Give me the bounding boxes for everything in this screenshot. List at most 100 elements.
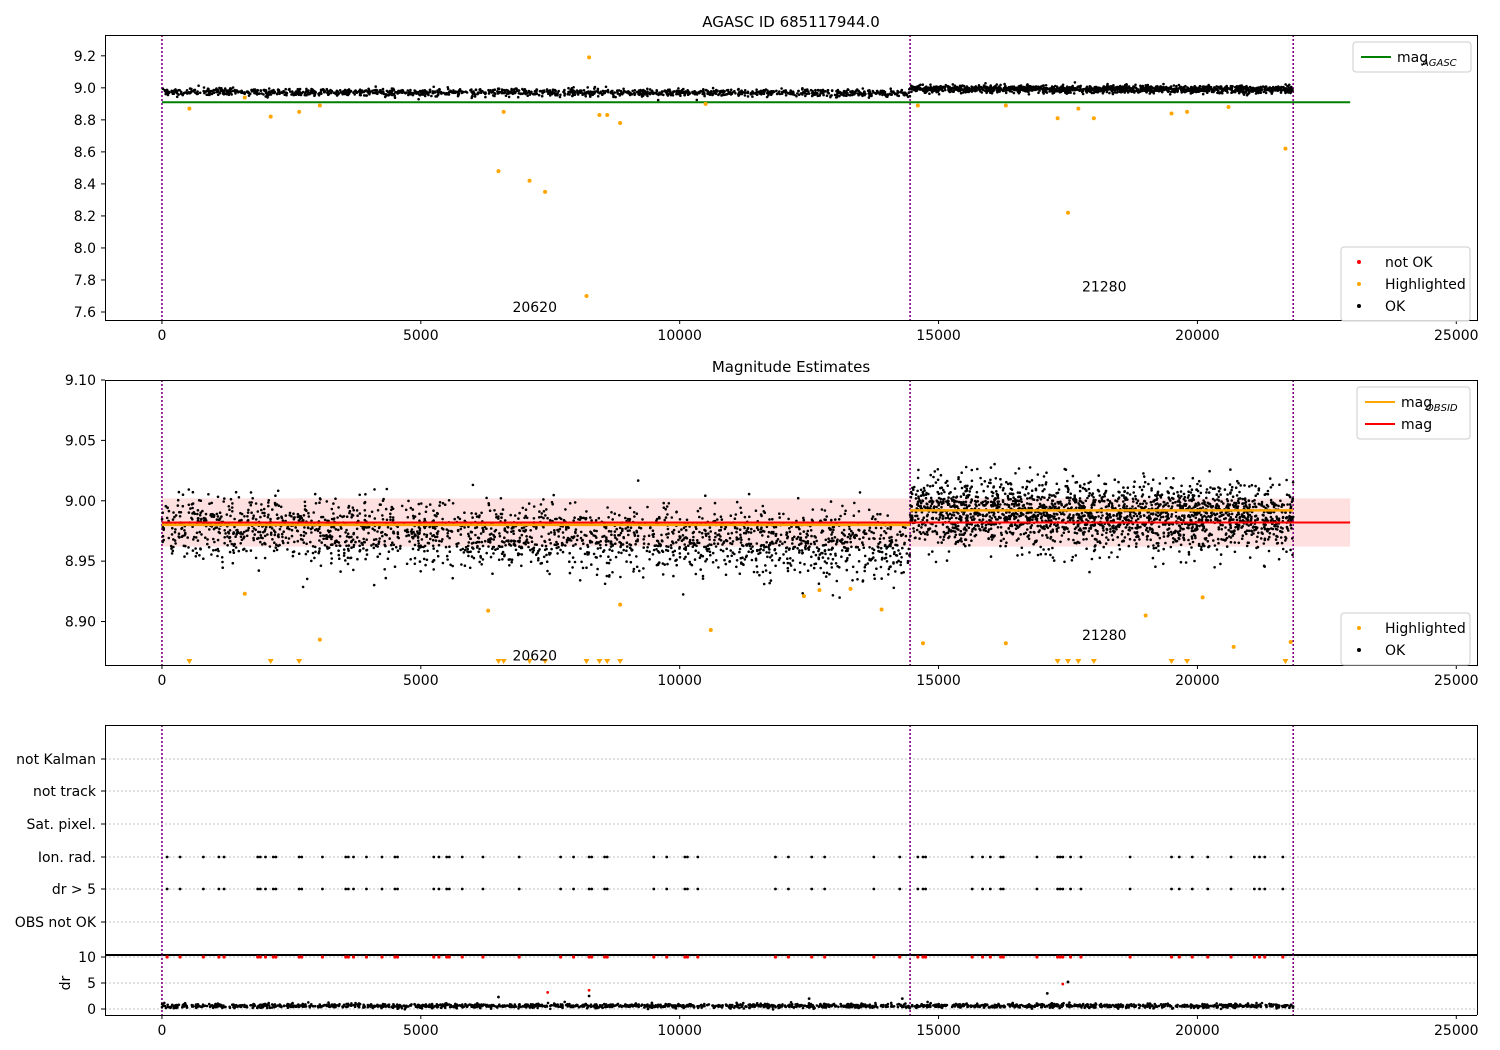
- ok-point: [448, 90, 452, 93]
- ok-point: [708, 526, 712, 529]
- ok-point: [564, 544, 567, 547]
- ok-point: [575, 89, 579, 92]
- ok-point: [868, 526, 872, 530]
- ok-point: [302, 534, 306, 537]
- ok-point: [512, 526, 515, 529]
- ok-point: [611, 518, 614, 521]
- ok-point: [889, 89, 893, 93]
- ok-point: [786, 561, 790, 565]
- ok-point: [713, 542, 716, 545]
- ok-point: [596, 87, 600, 91]
- ok-point: [649, 526, 652, 530]
- ok-point: [824, 538, 828, 542]
- ok-point: [422, 557, 426, 561]
- ok-point: [1224, 89, 1228, 92]
- ok-point: [677, 87, 680, 90]
- ok-point: [160, 517, 164, 521]
- ok-point: [253, 533, 256, 536]
- ok-point: [305, 89, 308, 93]
- ok-point: [329, 552, 333, 555]
- ok-point: [915, 89, 918, 92]
- ok-point: [729, 549, 732, 552]
- ok-point: [743, 515, 747, 519]
- ok-point: [204, 517, 207, 520]
- ok-point: [197, 499, 201, 502]
- ok-point: [646, 505, 649, 509]
- ok-point: [170, 89, 173, 93]
- ok-point: [185, 552, 189, 555]
- ok-point: [512, 529, 515, 533]
- ok-point: [481, 89, 484, 93]
- ok-point: [872, 531, 875, 535]
- ok-point: [660, 90, 664, 93]
- ok-point: [497, 544, 501, 548]
- ok-point: [894, 570, 897, 573]
- ok-point: [765, 95, 769, 99]
- ok-point: [861, 541, 864, 545]
- ok-point: [1045, 86, 1049, 90]
- ok-point: [633, 515, 636, 518]
- ok-point: [663, 89, 667, 92]
- ok-point: [658, 561, 661, 564]
- ok-point: [632, 511, 636, 514]
- ok-point: [830, 89, 834, 92]
- ok-point: [701, 92, 704, 96]
- ok-point: [704, 545, 708, 549]
- ok-point: [805, 92, 809, 96]
- ok-point: [491, 88, 495, 92]
- ok-point: [376, 530, 379, 533]
- ok-point: [810, 518, 814, 522]
- ok-point: [879, 526, 883, 530]
- ok-point: [165, 516, 169, 520]
- ok-point: [1081, 92, 1085, 96]
- ok-point: [313, 94, 316, 97]
- ok-point: [830, 518, 833, 522]
- ok-point: [493, 535, 497, 539]
- ok-point: [469, 530, 473, 534]
- ok-point: [514, 548, 518, 552]
- ok-point: [186, 536, 189, 539]
- ok-point: [190, 87, 193, 91]
- ok-point: [164, 92, 167, 96]
- ok-point: [339, 570, 342, 573]
- ok-point: [760, 526, 763, 529]
- highlighted-point: [597, 113, 602, 118]
- ok-point: [1230, 91, 1233, 94]
- ok-point: [177, 93, 180, 96]
- ok-point: [242, 548, 245, 551]
- ok-point: [540, 561, 544, 565]
- ok-point: [1201, 92, 1205, 96]
- ok-point: [175, 95, 179, 99]
- ok-point: [229, 497, 233, 501]
- ok-point: [873, 577, 876, 580]
- ok-point: [858, 537, 861, 541]
- ok-point: [488, 533, 492, 536]
- ok-point: [167, 536, 171, 540]
- ok-point: [747, 537, 751, 541]
- ok-point: [603, 582, 607, 586]
- ok-point: [563, 94, 566, 97]
- ok-point: [425, 558, 429, 562]
- ok-point: [571, 556, 575, 559]
- ok-point: [838, 596, 841, 599]
- ok-point: [250, 511, 253, 514]
- ok-point: [388, 90, 391, 94]
- ok-point: [249, 491, 253, 494]
- ok-point: [446, 87, 450, 91]
- ok-point: [770, 89, 773, 93]
- ok-point: [310, 531, 313, 534]
- ok-point: [895, 561, 899, 564]
- ok-point: [518, 511, 521, 515]
- ok-point: [348, 509, 352, 513]
- ok-point: [467, 541, 471, 544]
- ok-point: [636, 539, 639, 543]
- ok-point: [532, 505, 536, 508]
- ok-point: [282, 90, 285, 94]
- ok-point: [277, 89, 280, 93]
- ok-point: [660, 533, 663, 537]
- highlighted-point: [187, 106, 192, 111]
- ok-point: [419, 570, 423, 573]
- ok-point: [432, 568, 436, 571]
- ok-point: [453, 517, 457, 521]
- ok-point: [678, 555, 682, 559]
